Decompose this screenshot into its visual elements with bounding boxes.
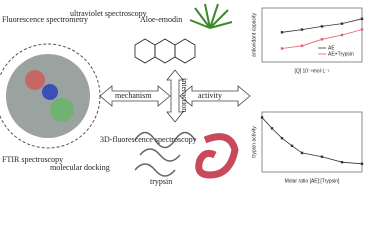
charts: antioxidant capacity [Q] 10⁻⁶mol·L⁻¹ AEAE+… — [251, 7, 364, 184]
arrow-label: mechanism — [115, 91, 152, 100]
trypsin-structure — [134, 131, 196, 177]
intestine — [195, 133, 239, 179]
y-axis-label: trypsin activity — [251, 126, 257, 158]
arrow — [99, 69, 251, 123]
arrow-label: activity — [198, 91, 222, 100]
legend-label: AE — [328, 45, 335, 51]
data-point — [260, 116, 264, 119]
molecule — [134, 38, 196, 64]
graphical-abstract: Fluorescence spectrometry ultraviolet sp… — [0, 3, 364, 186]
method-label: molecular docking — [50, 163, 110, 172]
x-axis-label: [Q] 10⁻⁶mol·L⁻¹ — [294, 68, 329, 74]
data-point — [300, 151, 304, 155]
data-point — [280, 136, 284, 140]
legend-label: AE+Trypsin — [328, 51, 354, 57]
data-point — [320, 155, 324, 158]
plot-frame — [261, 7, 363, 63]
data-point — [360, 162, 364, 166]
data-point — [280, 31, 284, 34]
data-point — [300, 28, 304, 31]
plant — [189, 3, 233, 29]
data-point — [360, 28, 364, 31]
method-label: Fluorescence spectrometry — [2, 15, 88, 24]
data-point — [290, 144, 294, 148]
data-point — [340, 22, 344, 25]
data-point — [280, 47, 284, 50]
method-label: ultraviolet spectroscopy — [70, 9, 147, 18]
data-point — [270, 127, 274, 130]
data-point — [300, 44, 304, 47]
data-point — [320, 25, 324, 28]
plot-frame — [261, 111, 363, 173]
series-line — [261, 117, 363, 165]
data-point — [360, 17, 364, 20]
data-point — [340, 33, 344, 37]
y-axis-label: antioxidant capacity — [251, 13, 257, 57]
ligand-site — [42, 84, 58, 100]
x-axis-label: Molar ratio [AE]:[Trypsin] — [285, 178, 340, 184]
compound-label: Aloe-emodin — [140, 15, 182, 24]
data-point — [340, 160, 344, 164]
data-point — [320, 38, 324, 41]
enzyme-label: trypsin — [150, 177, 172, 186]
protein-patch — [25, 70, 45, 90]
method-label: 3D-fluorescence spectroscopy — [100, 135, 197, 144]
protein-patch — [50, 98, 74, 122]
method-label: FTIR spectroscopy — [2, 155, 63, 164]
arrow-label: interaction — [180, 78, 189, 112]
